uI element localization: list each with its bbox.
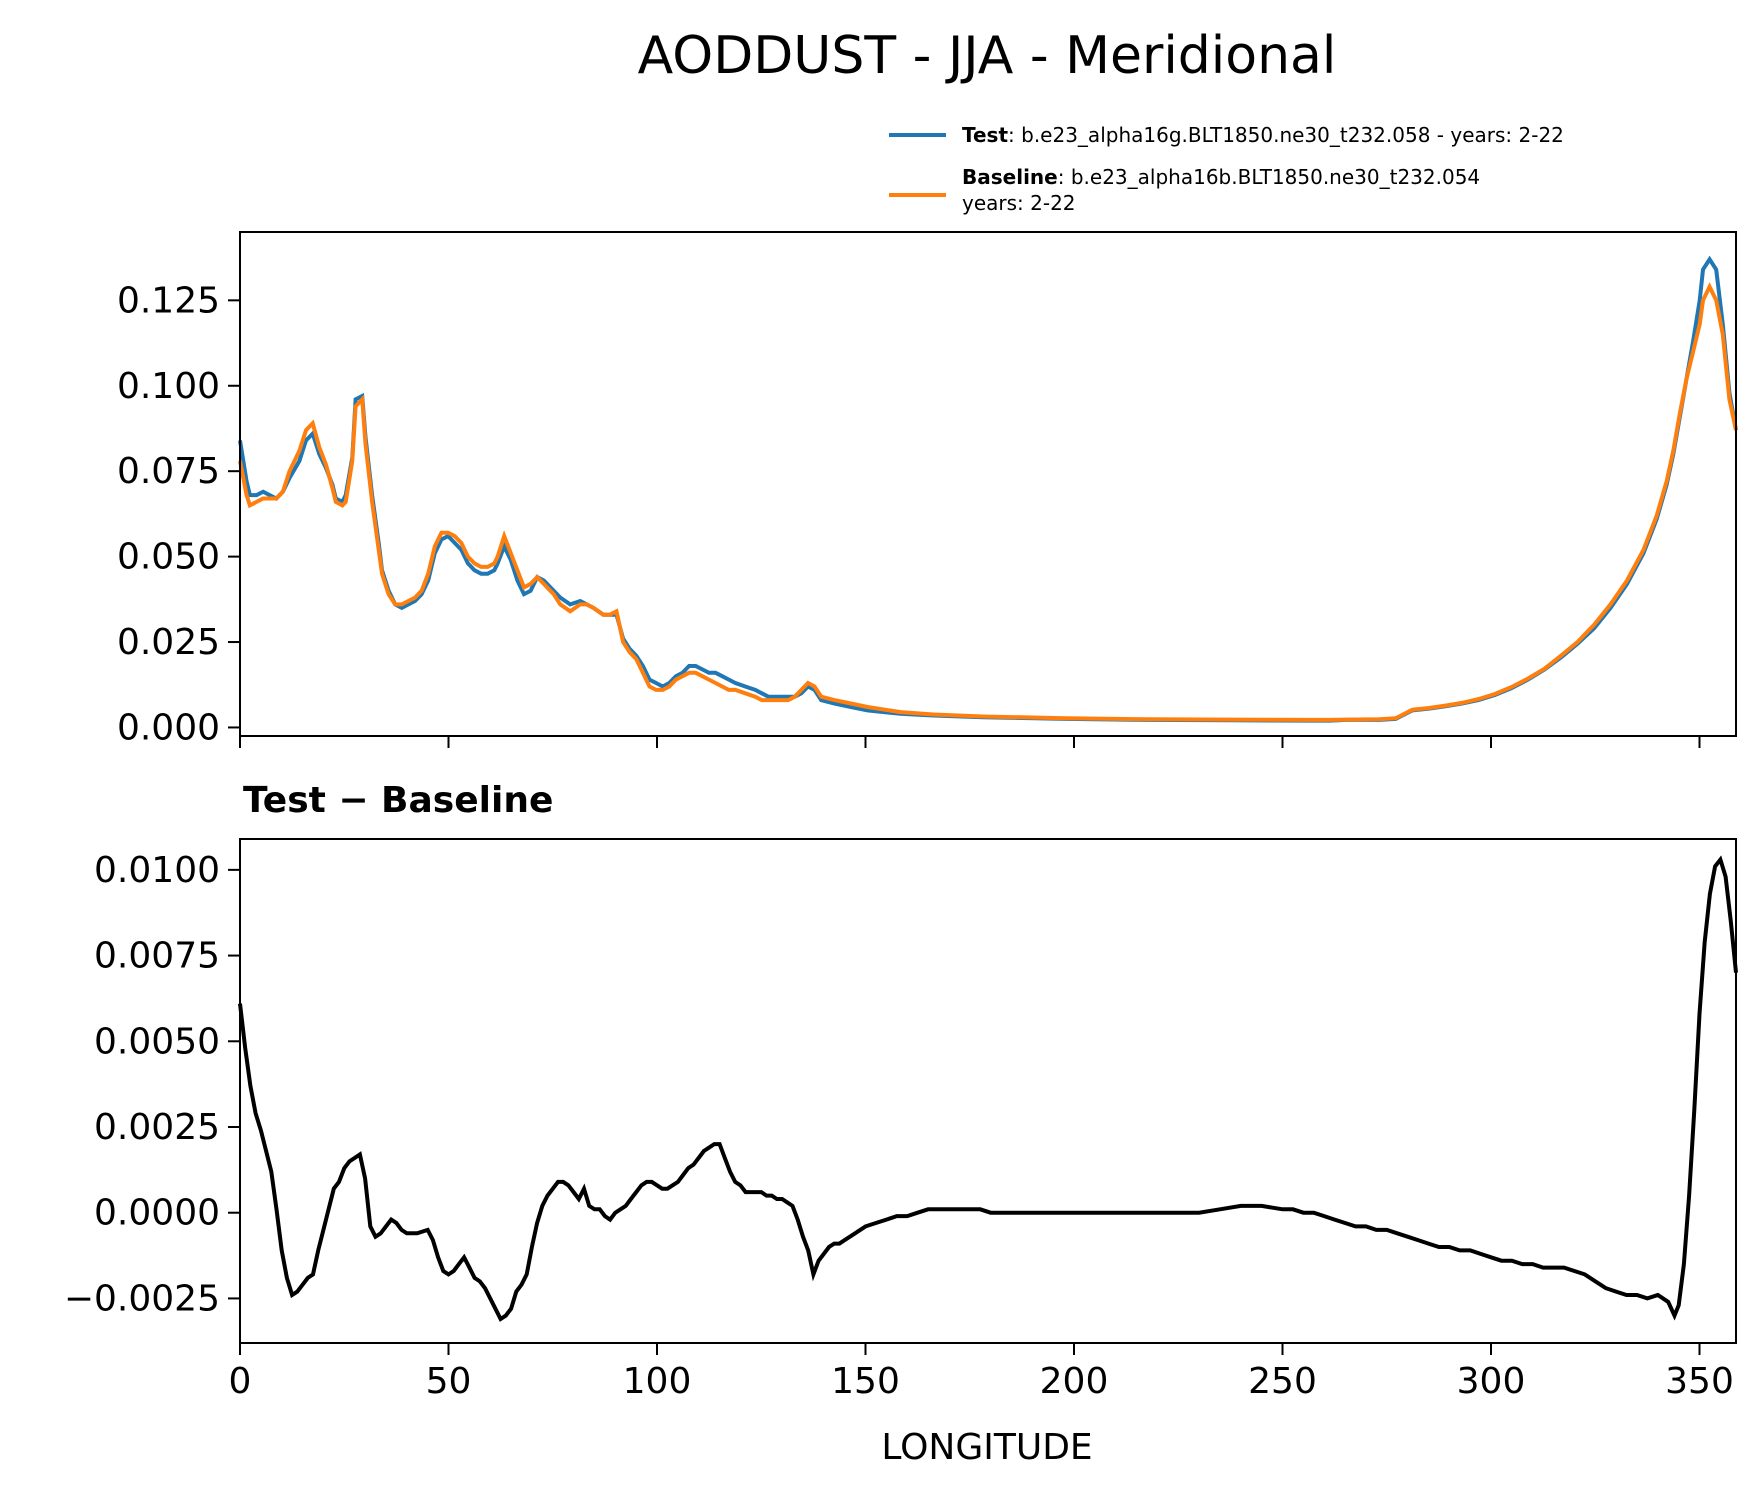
x-tick-label: 150	[831, 1361, 900, 1402]
y-tick-label: 0.0025	[94, 1107, 220, 1148]
legend-baseline-name: Baseline	[962, 165, 1058, 189]
diff-panel-title: Test − Baseline	[243, 780, 553, 821]
bottom-axis-ticks: −0.0025 0.0000 0.0025 0.0050 0.0075 0.0100 0 50…	[64, 850, 1734, 1402]
x-tick-label: 0	[229, 1361, 252, 1402]
series-line-difference	[238, 855, 1738, 1322]
y-tick-label: 0.000	[117, 707, 220, 748]
y-tick-label: 0.075	[117, 451, 220, 492]
legend-baseline-text2: years: 2-22	[962, 191, 1076, 215]
legend-test-name: Test	[962, 123, 1009, 147]
x-tick-label: 50	[426, 1361, 472, 1402]
legend-baseline-sep: :	[1057, 165, 1065, 189]
top-panel: 0.000 0.025 0.050 0.075 0.100 0.125	[117, 231, 1738, 748]
x-tick-label: 200	[1040, 1361, 1109, 1402]
x-tick-label: 350	[1665, 1361, 1734, 1402]
legend-baseline-text: b.e23_alpha16b.BLT1850.ne30_t232.054	[1070, 165, 1481, 189]
legend-item-test: Test: b.e23_alpha16g.BLT1850.ne30_t232.0…	[962, 122, 1564, 148]
y-tick-label: −0.0025	[64, 1278, 220, 1319]
legend	[889, 133, 946, 197]
legend-test-sep: :	[1008, 123, 1015, 147]
y-tick-label: 0.025	[117, 622, 220, 663]
y-tick-label: 0.125	[117, 280, 220, 321]
top-axes-frame	[239, 231, 1737, 737]
bottom-axes-frame	[239, 838, 1737, 1344]
y-tick-label: 0.050	[117, 537, 220, 578]
series-line-baseline	[238, 282, 1738, 722]
y-tick-label: 0.0050	[94, 1021, 220, 1062]
legend-test-text: b.e23_alpha16g.BLT1850.ne30_t232.058 - y…	[1021, 123, 1564, 147]
bottom-panel: −0.0025 0.0000 0.0025 0.0050 0.0075 0.0100 0 50…	[64, 838, 1738, 1402]
legend-item-baseline: Baseline: b.e23_alpha16b.BLT1850.ne30_t2…	[962, 164, 1480, 216]
chart-title: AODDUST - JJA - Meridional	[638, 26, 1337, 86]
y-tick-label: 0.0075	[94, 936, 220, 977]
x-tick-label: 300	[1457, 1361, 1526, 1402]
y-tick-label: 0.0100	[94, 850, 220, 891]
y-tick-label: 0.100	[117, 366, 220, 407]
x-tick-label: 100	[623, 1361, 692, 1402]
top-axis-ticks: 0.000 0.025 0.050 0.075 0.100 0.125	[117, 280, 1701, 748]
y-tick-label: 0.0000	[94, 1193, 220, 1234]
x-tick-label: 250	[1248, 1361, 1317, 1402]
x-axis-label: LONGITUDE	[881, 1427, 1092, 1468]
